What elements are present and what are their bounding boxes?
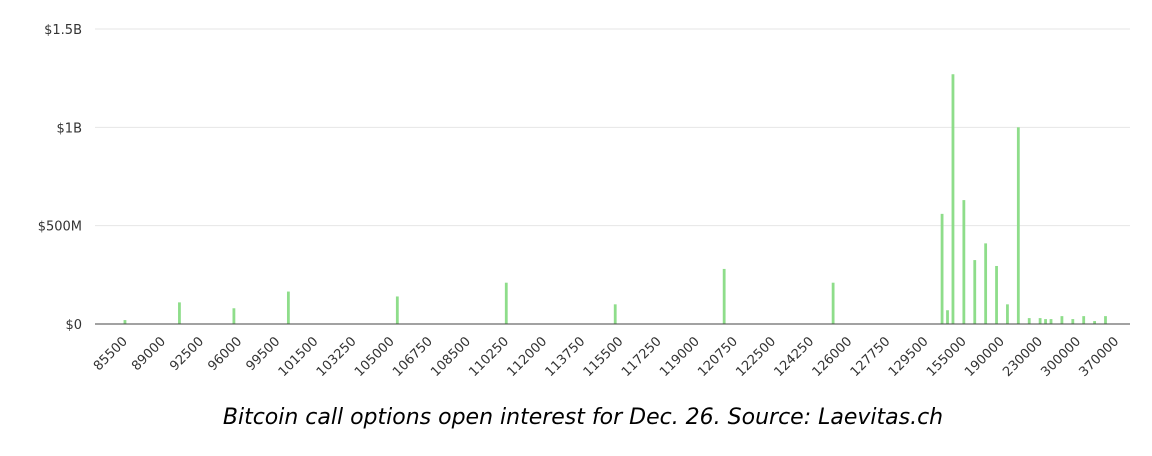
- y-tick-label: $1.5B: [44, 23, 82, 38]
- bar: [946, 310, 949, 324]
- bar: [973, 260, 977, 324]
- bar: [995, 265, 998, 324]
- bar: [286, 291, 290, 324]
- bar: [984, 243, 988, 324]
- x-tick-label: 126000: [810, 334, 856, 380]
- bar: [1071, 319, 1075, 324]
- x-tick-label: 120750: [695, 334, 741, 380]
- x-tick-label: 129500: [886, 334, 932, 380]
- x-tick-label: 115500: [581, 334, 627, 380]
- x-tick-label: 101500: [276, 334, 322, 380]
- bar: [504, 282, 508, 324]
- x-tick-label: 112000: [505, 334, 551, 380]
- x-tick-label: 92500: [167, 334, 207, 374]
- bar: [962, 200, 966, 324]
- x-tick-label: 96000: [205, 334, 245, 374]
- x-tick-label: 124250: [771, 334, 817, 380]
- bar: [1093, 321, 1096, 324]
- bar: [123, 320, 127, 324]
- x-tick-label: 89000: [129, 334, 169, 374]
- bar: [613, 304, 617, 324]
- bar: [178, 302, 181, 324]
- chart-caption: Bitcoin call options open interest for D…: [223, 405, 943, 430]
- bar: [232, 308, 236, 324]
- bar: [1049, 319, 1053, 324]
- bar: [722, 268, 726, 324]
- x-tick-label: 108500: [428, 334, 474, 380]
- bar: [1038, 318, 1042, 324]
- bar: [1016, 127, 1020, 324]
- y-tick-label: $0: [65, 318, 82, 333]
- x-tick-label: 230000: [1000, 334, 1046, 380]
- x-tick-label: 122500: [733, 334, 779, 380]
- bar: [951, 74, 955, 324]
- bar: [395, 296, 399, 324]
- x-tick-label: 85500: [91, 334, 131, 374]
- bar: [1104, 316, 1107, 324]
- bar: [831, 282, 835, 324]
- bar: [1027, 318, 1031, 324]
- y-tick-label: $500M: [38, 220, 82, 235]
- x-tick-label: 127750: [848, 334, 894, 380]
- x-tick-label: 300000: [1038, 334, 1084, 380]
- bar: [1006, 304, 1009, 324]
- x-tick-label: 103250: [314, 334, 360, 380]
- bar: [1082, 316, 1086, 324]
- bar: [940, 213, 944, 324]
- x-tick-label: 105000: [352, 334, 398, 380]
- x-tick-label: 155000: [924, 334, 970, 380]
- x-tick-label: 190000: [962, 334, 1008, 380]
- x-tick-label: 370000: [1077, 334, 1123, 380]
- bar: [1060, 316, 1064, 324]
- y-tick-label: $1B: [57, 121, 82, 136]
- x-tick-label: 113750: [543, 334, 589, 380]
- x-tick-label: 110250: [466, 334, 512, 380]
- x-tick-label: 119000: [657, 334, 703, 380]
- x-tick-label: 106750: [390, 334, 436, 380]
- bar: [1044, 319, 1047, 324]
- x-tick-label: 117250: [619, 334, 665, 380]
